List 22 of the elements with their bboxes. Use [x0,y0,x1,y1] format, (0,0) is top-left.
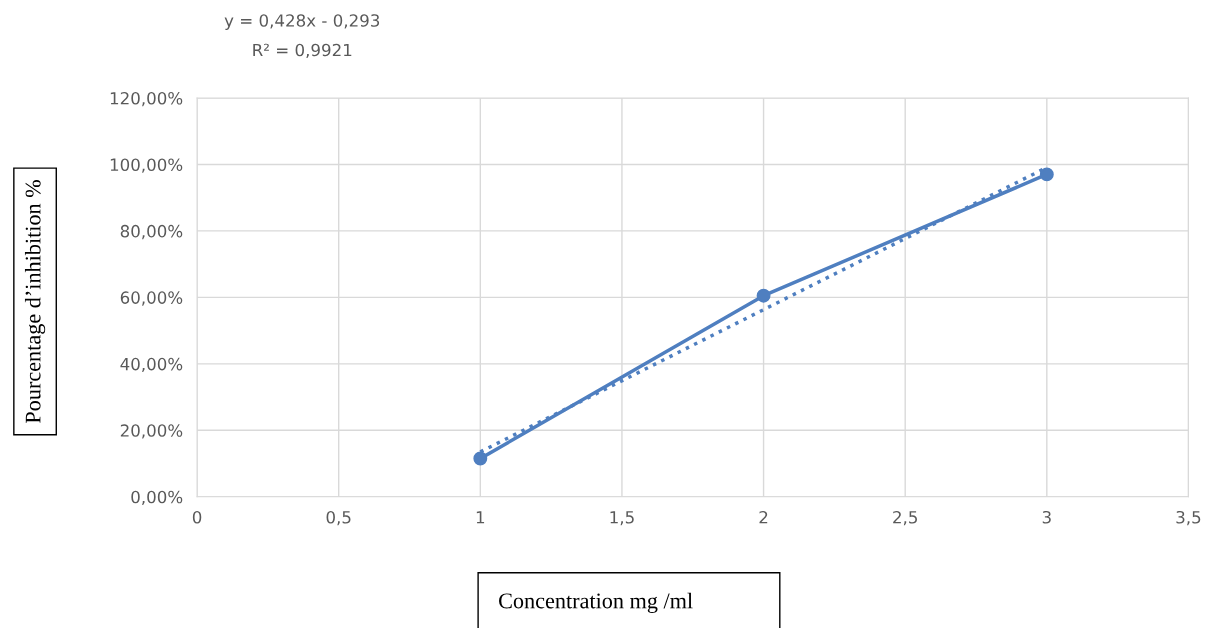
text: y = 0,428x - 0,293 [224,14,380,31]
x-tick-label: 1,5 [610,511,634,526]
x-tick-label: 3 [1042,510,1051,524]
text: R² = 0,9921 [253,43,352,59]
y-axis-title: Pourcentage d’inhibition % [24,180,46,423]
x-tick-label: 3,5 [1176,510,1201,526]
x-tick-label: 0,5 [326,510,351,526]
y-tick-label: 40,00% [120,357,183,373]
x-axis-title: Concentration mg /ml [499,592,693,613]
y-tick-label: 120,00% [110,91,183,107]
y-tick-label: 80,00% [120,224,183,240]
x-tick-label: 2,5 [893,510,917,526]
x-tick-label: 1 [476,511,485,524]
point [473,451,488,466]
y-tick-label: 60,00% [120,291,183,306]
x-tick-label: 0 [192,510,202,524]
y-tick-label: 20,00% [120,424,183,439]
point [756,288,771,303]
point [1039,167,1054,182]
y-tick-label: 100,00% [110,158,183,173]
y-tick-label: 0,00% [131,490,183,506]
x-tick-label: 2 [759,510,768,524]
